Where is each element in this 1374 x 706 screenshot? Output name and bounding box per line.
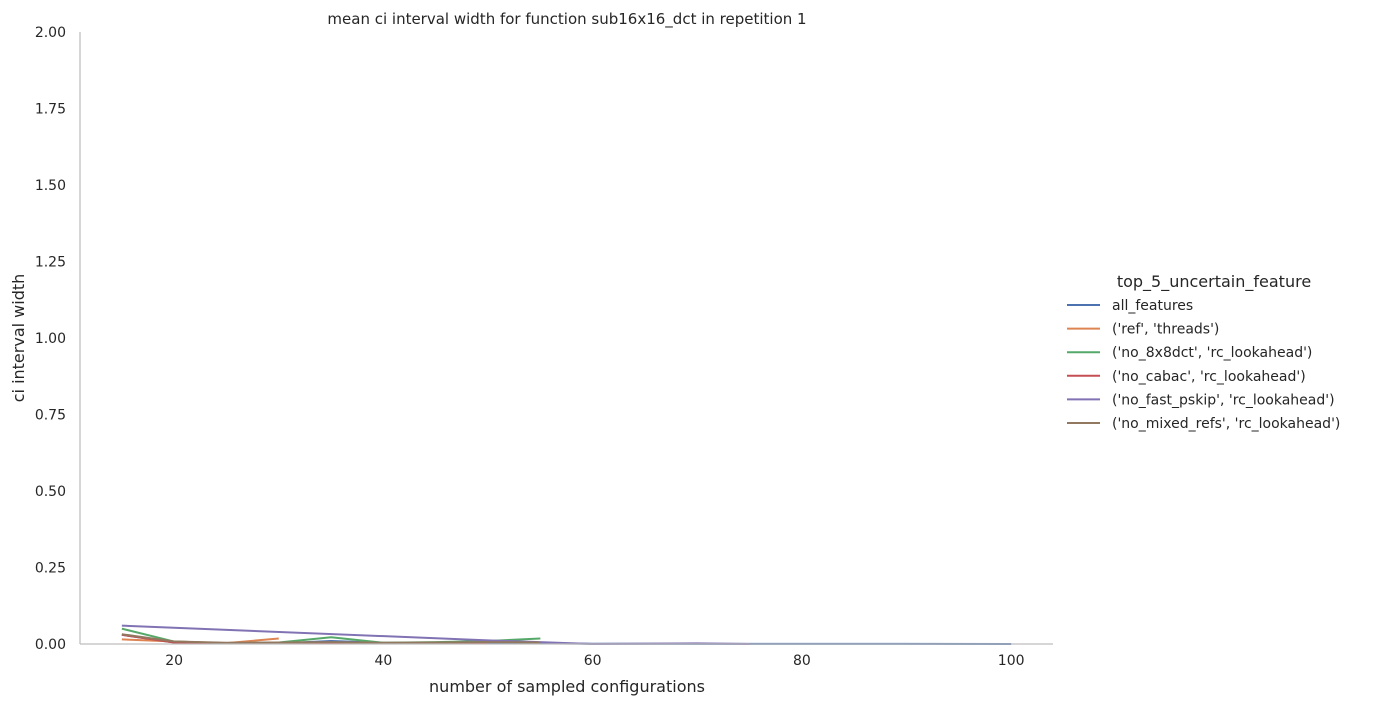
legend-label-5: ('no_mixed_refs', 'rc_lookahead') xyxy=(1112,416,1340,432)
legend-items: all_features ('ref', 'threads') ('no_8x8dc… xyxy=(1067,298,1340,432)
y-tick-label: 0.75 xyxy=(35,408,66,424)
x-tick-label: 40 xyxy=(374,653,392,669)
y-tick-label: 0.25 xyxy=(35,561,66,577)
y-tick-label: 1.75 xyxy=(35,102,66,118)
y-axis-label: ci interval width xyxy=(9,274,28,403)
legend-title: top_5_uncertain_feature xyxy=(1117,272,1311,292)
plot-area: 20 40 60 80 100 0.00 0.25 0.50 0.75 1.00 1.25 1.50… xyxy=(35,25,1053,669)
y-tick-label: 0.00 xyxy=(35,637,66,653)
y-tick-label: 1.00 xyxy=(35,331,66,347)
x-tick-label: 20 xyxy=(165,653,183,669)
x-tick-label: 60 xyxy=(584,653,602,669)
legend-label-3: ('no_cabac', 'rc_lookahead') xyxy=(1112,369,1306,385)
legend-label-4: ('no_fast_pskip', 'rc_lookahead') xyxy=(1112,392,1335,408)
legend: top_5_uncertain_feature all_features ('re… xyxy=(1067,272,1340,432)
x-tick-label: 100 xyxy=(998,653,1025,669)
legend-label-2: ('no_8x8dct', 'rc_lookahead') xyxy=(1112,345,1312,361)
legend-label-0: all_features xyxy=(1112,298,1193,314)
x-axis-label: number of sampled configurations xyxy=(429,677,705,696)
chart-title: mean ci interval width for function sub1… xyxy=(327,10,806,29)
x-tick-labels: 20 40 60 80 100 xyxy=(165,653,1024,669)
series-lines xyxy=(121,624,1012,645)
y-tick-label: 1.25 xyxy=(35,255,66,271)
y-tick-label: 1.50 xyxy=(35,178,66,194)
legend-label-1: ('ref', 'threads') xyxy=(1112,322,1219,338)
series-line-5 xyxy=(121,633,541,644)
x-tick-label: 80 xyxy=(793,653,811,669)
y-tick-label: 0.50 xyxy=(35,484,66,500)
y-tick-label: 2.00 xyxy=(35,25,66,41)
y-tick-labels: 0.00 0.25 0.50 0.75 1.00 1.25 1.50 1.75 2.00 xyxy=(35,25,66,653)
